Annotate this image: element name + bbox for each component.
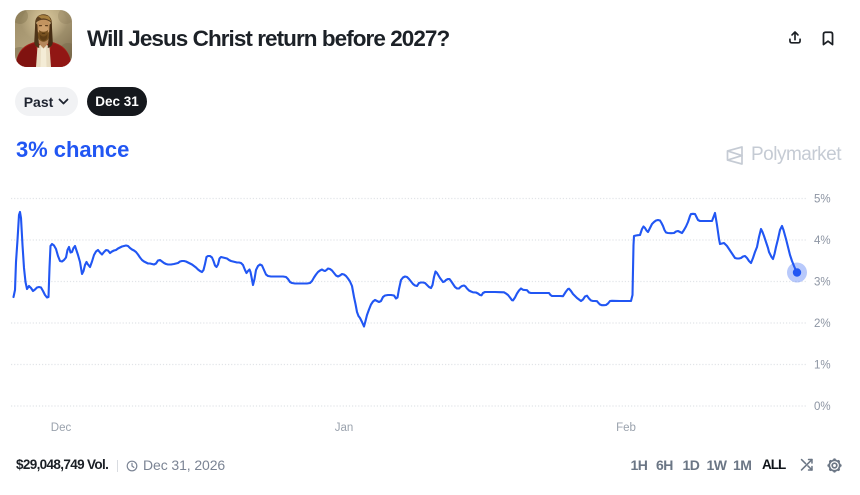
svg-text:Feb: Feb <box>616 422 636 434</box>
svg-text:Jan: Jan <box>335 422 354 434</box>
svg-text:2%: 2% <box>814 318 831 330</box>
svg-text:3%: 3% <box>814 277 831 289</box>
svg-text:4%: 4% <box>814 235 831 247</box>
svg-text:Dec: Dec <box>51 422 72 434</box>
svg-text:0%: 0% <box>814 401 831 413</box>
svg-text:1%: 1% <box>814 360 831 372</box>
svg-text:5%: 5% <box>814 194 831 206</box>
